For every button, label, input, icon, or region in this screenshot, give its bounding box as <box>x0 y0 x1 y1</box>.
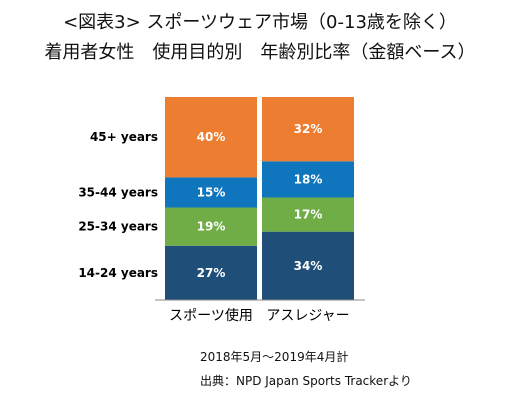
series-label-25-34-years: 25-34 years <box>78 220 158 234</box>
period-note: 2018年5月～2019年4月計 <box>200 350 349 364</box>
series-label-35-44-years: 35-44 years <box>78 185 158 199</box>
data-label-35-44-years-1: 15% <box>197 185 226 199</box>
data-label-25-34-years-1: 19% <box>197 220 226 234</box>
data-label-35-44-years-2: 18% <box>294 172 323 186</box>
bar-segment-14-24-years-1 <box>165 245 257 300</box>
category-label-1: スポーツ使用 <box>169 307 253 324</box>
chart-subtitle: 着用者女性 使用目的別 年齢別比率（金額ベース） <box>44 42 476 63</box>
bar-segment-45-years-2 <box>262 97 354 162</box>
chart-title: <図表3> スポーツウェア市場（0-13歳を除く） <box>63 12 457 33</box>
bar-segment-25-34-years-2 <box>262 197 354 232</box>
series-label-14-24-years: 14-24 years <box>78 266 158 280</box>
data-label-14-24-years-1: 27% <box>197 266 226 280</box>
data-label-25-34-years-2: 17% <box>294 208 323 222</box>
series-label-45-years: 45+ years <box>90 130 158 144</box>
bar-segment-25-34-years-1 <box>165 207 257 246</box>
bar-segment-35-44-years-2 <box>262 161 354 198</box>
source-note: 出典：NPD Japan Sports Trackerより <box>200 374 412 388</box>
data-label-45-years-2: 32% <box>294 122 323 136</box>
data-label-14-24-years-2: 34% <box>294 259 323 273</box>
bar-segment-14-24-years-2 <box>262 231 354 300</box>
category-label-2: アスレジャー <box>266 308 349 324</box>
bar-segment-45-years-1 <box>165 97 257 178</box>
bar-segment-35-44-years-1 <box>165 177 257 208</box>
data-label-45-years-1: 40% <box>197 130 226 144</box>
